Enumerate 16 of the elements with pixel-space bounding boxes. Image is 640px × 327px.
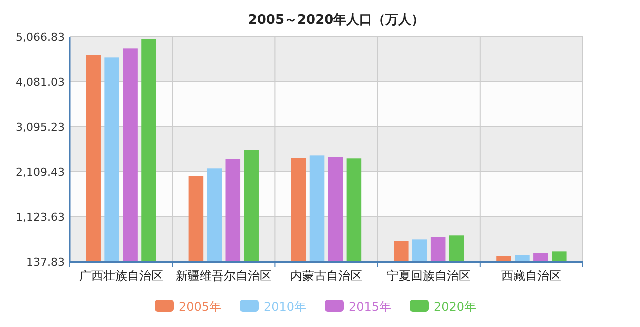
x-tick-label: 西藏自治区 — [502, 269, 562, 283]
x-tick-label: 宁夏回族自治区 — [387, 269, 472, 283]
y-tick-label: 1,123.63 — [16, 211, 65, 224]
y-tick-label: 5,066.83 — [16, 31, 65, 44]
chart-title: 2005～2020年人口（万人） — [248, 13, 425, 28]
x-tick-label: 广西壮族自治区 — [79, 269, 164, 283]
legend-label: 2015年 — [349, 300, 392, 314]
legend-label: 2010年 — [264, 300, 307, 314]
y-tick-label: 137.83 — [26, 256, 65, 269]
legend-label: 2005年 — [179, 300, 222, 314]
y-tick-label: 4,081.03 — [16, 76, 65, 89]
x-tick-label: 新疆维吾尔自治区 — [176, 269, 272, 283]
legend-label: 2020年 — [434, 300, 477, 314]
y-tick-label: 2,109.43 — [16, 166, 65, 179]
y-tick-label: 3,095.23 — [16, 121, 65, 134]
x-tick-label: 内蒙古自治区 — [290, 269, 362, 283]
